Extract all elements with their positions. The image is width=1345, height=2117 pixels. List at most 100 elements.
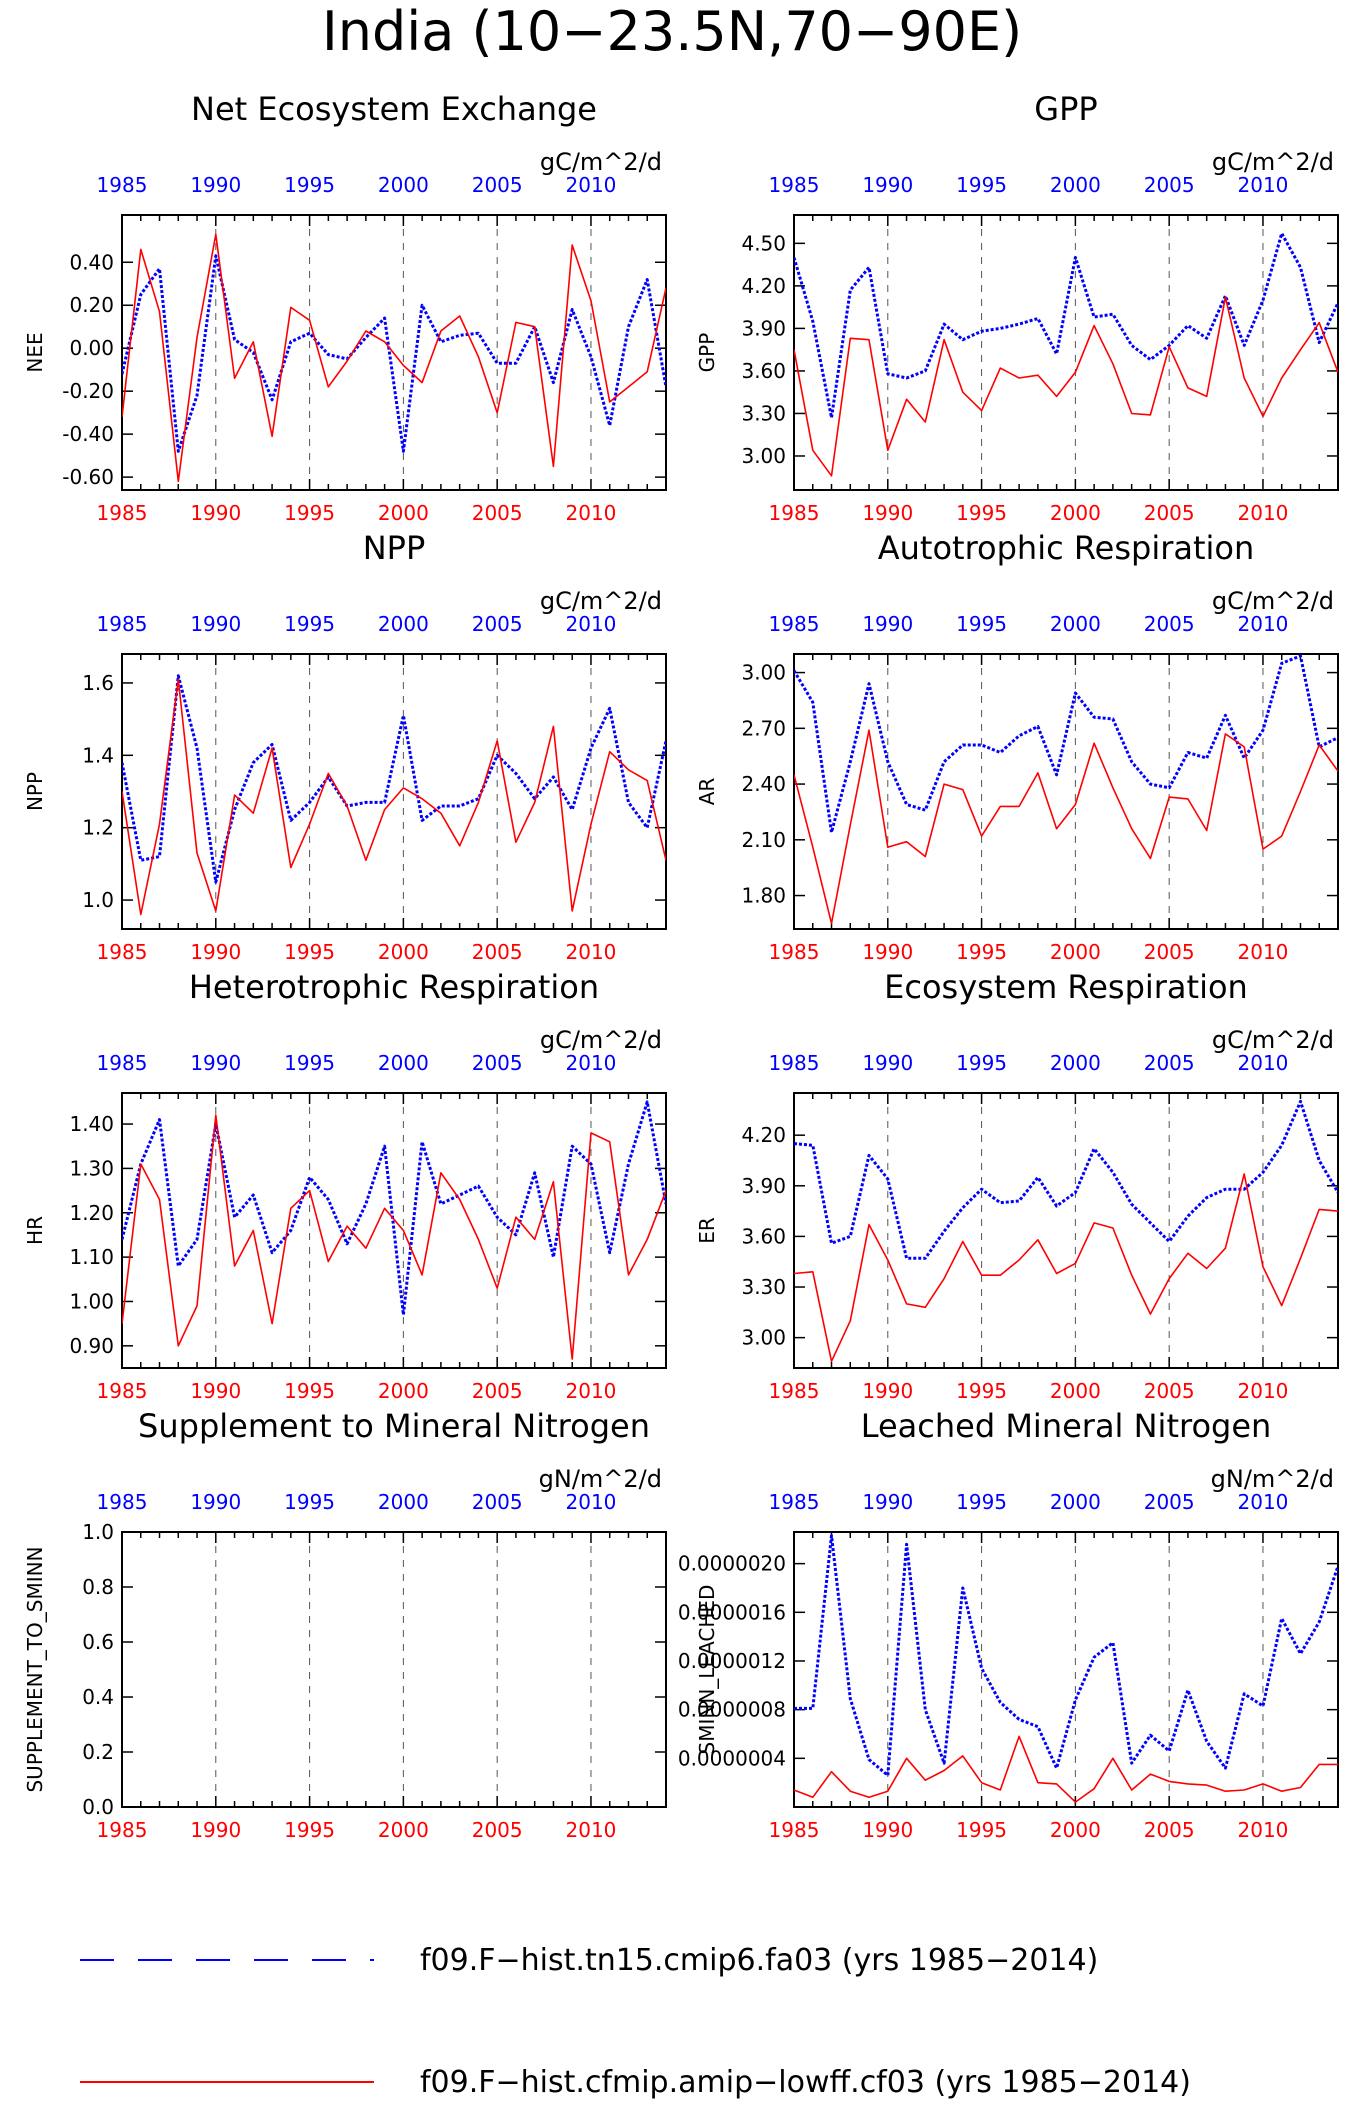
series-line-blue xyxy=(122,674,666,884)
x-tick-label-top: 2005 xyxy=(1144,612,1195,636)
units-label: gN/m^2/d xyxy=(1211,1465,1334,1493)
y-tick-label: 0.0 xyxy=(82,1795,114,1819)
x-tick-label-top: 2000 xyxy=(378,1490,429,1514)
x-tick-label-top: 1985 xyxy=(97,1051,148,1075)
units-label: gC/m^2/d xyxy=(1212,1026,1334,1054)
x-tick-label-top: 1995 xyxy=(956,612,1007,636)
y-tick-label: 0.8 xyxy=(82,1575,114,1599)
x-tick-label-top: 2010 xyxy=(1238,1490,1289,1514)
units-label: gC/m^2/d xyxy=(1212,587,1334,615)
y-tick-label: 1.40 xyxy=(69,1112,114,1136)
legend-item-blue: f09.F−hist.tn15.cmip6.fa03 (yrs 1985−201… xyxy=(80,1943,1098,1978)
series-group xyxy=(122,674,666,916)
x-tick-label-bottom: 1990 xyxy=(862,501,913,525)
series-line-red xyxy=(794,729,1338,925)
y-tick-label: 1.6 xyxy=(82,671,114,695)
chart-panel-2: GPP gC/m^2/d GPP 1985 1985 1990 1990 1995 1995 20… xyxy=(695,90,1339,525)
units-label: gN/m^2/d xyxy=(539,1465,662,1493)
plot-frame xyxy=(121,1092,667,1369)
x-tick-label-bottom: 1995 xyxy=(956,940,1007,964)
x-tick-label-bottom: 1990 xyxy=(190,1818,241,1842)
y-tick-label: -0.20 xyxy=(62,379,114,403)
chart-panel-4: Autotrophic Respiration gC/m^2/d AR 1985 198… xyxy=(695,529,1339,964)
x-tick-label-top: 1985 xyxy=(97,1490,148,1514)
x-tick-label-bottom: 1995 xyxy=(284,1818,335,1842)
x-tick-label-top: 1990 xyxy=(862,1490,913,1514)
x-tick-label-top: 1990 xyxy=(190,1490,241,1514)
x-tick-label-bottom: 1995 xyxy=(956,501,1007,525)
chart-title: Autotrophic Respiration xyxy=(878,529,1255,567)
series-group xyxy=(794,654,1338,925)
x-tick-label-top: 2005 xyxy=(472,173,523,197)
y-tick-label: 0.4 xyxy=(82,1685,114,1709)
x-tick-label-top: 2000 xyxy=(1050,1051,1101,1075)
legend-label-red: f09.F−hist.cfmip.amip−lowff.cf03 (yrs 19… xyxy=(420,2065,1191,2100)
series-line-blue xyxy=(122,254,666,453)
x-tick-label-bottom: 2010 xyxy=(566,1379,617,1403)
x-tick-label-bottom: 1990 xyxy=(190,501,241,525)
x-tick-label-bottom: 2005 xyxy=(472,940,523,964)
y-tick-label: -0.60 xyxy=(62,465,114,489)
series-line-blue xyxy=(122,1100,666,1317)
series-group xyxy=(794,1534,1338,1803)
y-tick-label: 3.00 xyxy=(741,1326,786,1350)
x-tick-label-bottom: 2000 xyxy=(378,501,429,525)
series-line-red xyxy=(122,678,666,916)
x-tick-label-bottom: 1995 xyxy=(284,940,335,964)
x-tick-label-top: 1995 xyxy=(284,1490,335,1514)
units-label: gC/m^2/d xyxy=(540,1026,662,1054)
x-tick-label-bottom: 2005 xyxy=(472,1379,523,1403)
series-line-red xyxy=(122,1114,666,1360)
series-line-red xyxy=(794,1735,1338,1803)
y-tick-label: 3.90 xyxy=(741,316,786,340)
y-tick-label: 2.70 xyxy=(741,716,786,740)
x-tick-label-top: 1990 xyxy=(862,173,913,197)
x-tick-label-bottom: 2000 xyxy=(1050,1818,1101,1842)
y-tick-label: 3.90 xyxy=(741,1174,786,1198)
x-tick-label-top: 2005 xyxy=(1144,173,1195,197)
x-tick-label-top: 2010 xyxy=(566,1490,617,1514)
y-tick-label: 1.30 xyxy=(69,1156,114,1180)
plot-frame xyxy=(793,1531,1339,1808)
x-tick-label-top: 1990 xyxy=(190,173,241,197)
x-tick-label-top: 2010 xyxy=(566,612,617,636)
x-tick-label-bottom: 1990 xyxy=(190,1379,241,1403)
series-line-red xyxy=(122,233,666,483)
x-tick-label-top: 1990 xyxy=(190,612,241,636)
x-tick-label-bottom: 1995 xyxy=(284,1379,335,1403)
y-axis-label: AR xyxy=(695,778,719,806)
chart-panel-5: Heterotrophic Respiration gC/m^2/d HR 1985 1… xyxy=(23,968,667,1403)
x-tick-label-bottom: 2005 xyxy=(472,1818,523,1842)
x-tick-label-top: 2000 xyxy=(1050,612,1101,636)
y-tick-label: 4.20 xyxy=(741,274,786,298)
y-tick-label: 1.80 xyxy=(741,884,786,908)
x-tick-label-bottom: 2000 xyxy=(1050,501,1101,525)
x-tick-label-bottom: 2000 xyxy=(378,1379,429,1403)
plot-frame xyxy=(793,1092,1339,1369)
x-tick-label-bottom: 1985 xyxy=(769,1379,820,1403)
y-tick-label: 0.0000004 xyxy=(678,1746,786,1770)
y-tick-label: 3.00 xyxy=(741,661,786,685)
y-tick-label: 0.0000012 xyxy=(678,1649,786,1673)
y-axis-label: NPP xyxy=(23,772,47,811)
y-axis-label: SMINN_LEACHED xyxy=(695,1585,719,1755)
chart-title: Leached Mineral Nitrogen xyxy=(861,1407,1272,1445)
x-tick-label-top: 1995 xyxy=(284,1051,335,1075)
y-tick-label: 0.40 xyxy=(69,250,114,274)
series-group xyxy=(794,1099,1338,1363)
series-group xyxy=(794,231,1338,477)
y-axis-label: HR xyxy=(23,1216,47,1245)
units-label: gC/m^2/d xyxy=(540,587,662,615)
x-tick-label-top: 2005 xyxy=(472,1490,523,1514)
x-tick-label-bottom: 2000 xyxy=(1050,940,1101,964)
series-line-blue xyxy=(794,654,1338,834)
x-tick-label-bottom: 2000 xyxy=(1050,1379,1101,1403)
x-tick-label-top: 1995 xyxy=(956,173,1007,197)
x-tick-label-bottom: 1990 xyxy=(862,1379,913,1403)
y-tick-label: 3.30 xyxy=(741,1275,786,1299)
chart-title: Ecosystem Respiration xyxy=(884,968,1248,1006)
x-tick-label-top: 1985 xyxy=(769,612,820,636)
y-tick-label: 0.2 xyxy=(82,1740,114,1764)
y-tick-label: 0.90 xyxy=(69,1334,114,1358)
